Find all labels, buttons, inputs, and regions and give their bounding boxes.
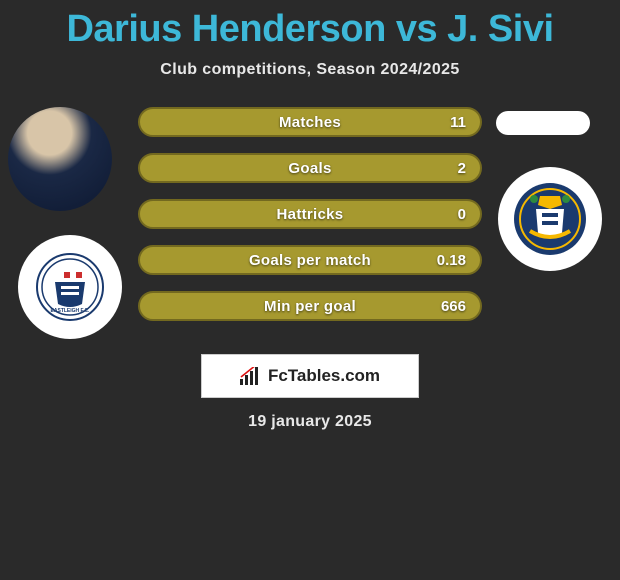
stat-value: 0 <box>458 206 466 223</box>
stat-row: Goals per match 0.18 <box>138 245 482 275</box>
player-avatar-left <box>8 107 112 211</box>
stat-row: Goals 2 <box>138 153 482 183</box>
stat-value: 666 <box>441 298 466 315</box>
chart-icon <box>240 367 262 385</box>
stat-label: Hattricks <box>277 206 344 223</box>
page-date: 19 january 2025 <box>248 413 372 431</box>
svg-text:EASTLEIGH F.C.: EASTLEIGH F.C. <box>51 308 91 314</box>
stats-list: Matches 11 Goals 2 Hattricks 0 Goals per… <box>138 107 482 321</box>
stat-row: Matches 11 <box>138 107 482 137</box>
logo-text: FcTables.com <box>268 366 380 386</box>
stat-label: Goals <box>288 160 331 177</box>
stat-label: Goals per match <box>249 252 371 269</box>
stat-value: 2 <box>458 160 466 177</box>
stat-label: Min per goal <box>264 298 356 315</box>
stat-row: Min per goal 666 <box>138 291 482 321</box>
stat-value: 0.18 <box>437 252 466 269</box>
player-avatar-right-placeholder <box>496 111 590 135</box>
fctables-logo[interactable]: FcTables.com <box>201 354 419 398</box>
page-subtitle: Club competitions, Season 2024/2025 <box>0 61 620 79</box>
stat-row: Hattricks 0 <box>138 199 482 229</box>
sutton-crest-icon <box>512 181 588 257</box>
stat-value: 11 <box>450 114 466 131</box>
stat-label: Matches <box>279 114 341 131</box>
club-badge-left: EASTLEIGH F.C. <box>18 235 122 339</box>
page-title: Darius Henderson vs J. Sivi <box>0 0 620 51</box>
club-badge-right <box>498 167 602 271</box>
eastleigh-crest-icon: EASTLEIGH F.C. <box>35 252 105 322</box>
